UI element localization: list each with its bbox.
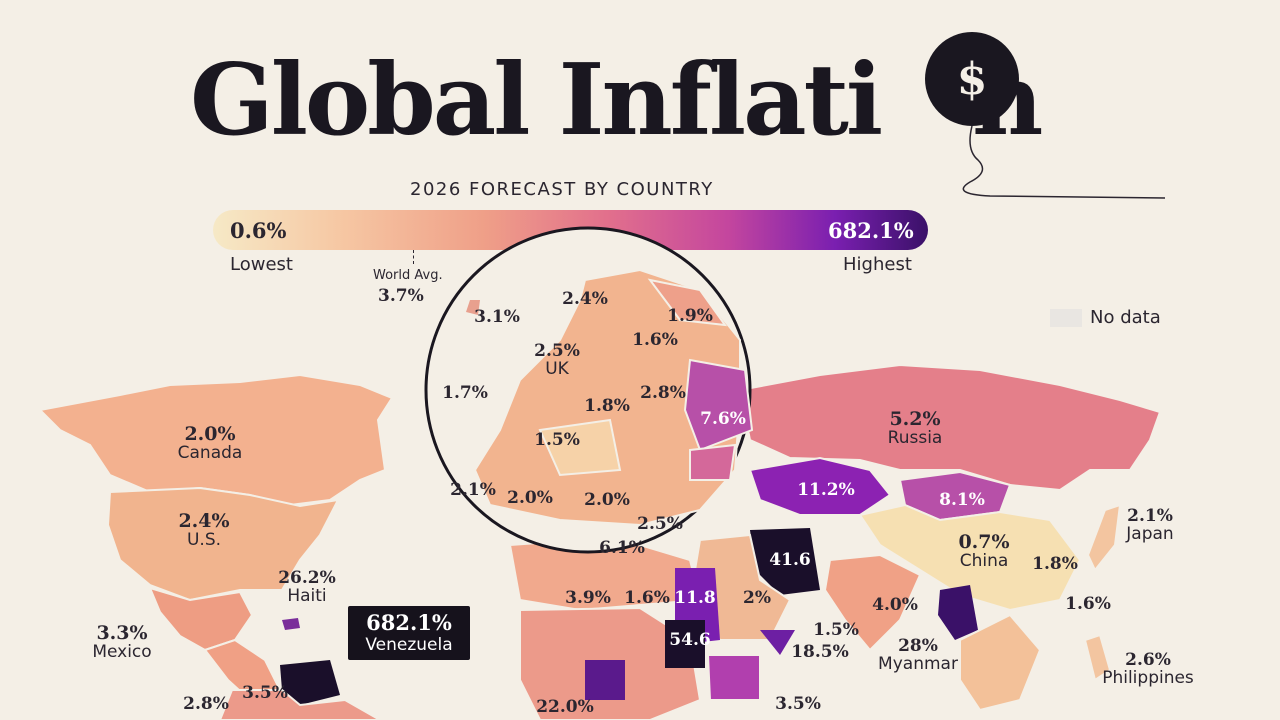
- map-label: 2.0%: [584, 490, 630, 510]
- map-label: 1.8%: [584, 396, 630, 416]
- map-label-myanmar: 28% Myanmar: [878, 636, 958, 674]
- nigeria-shape: [585, 660, 625, 700]
- scale-high-label: Highest: [843, 254, 912, 275]
- scale-low-value: 0.6%: [230, 218, 287, 243]
- us-shape: [106, 486, 340, 602]
- world-avg-marker: [413, 250, 414, 264]
- map-label: 2.1%: [450, 480, 496, 500]
- map-label: 54.6: [669, 630, 711, 650]
- map-label: 1.7%: [442, 383, 488, 403]
- south-sudan-shape: [665, 620, 705, 668]
- map-label: 3.5%: [775, 694, 821, 714]
- map-label: 11.8: [674, 588, 716, 608]
- myanmar-shape: [938, 585, 978, 640]
- map-label: 11.2%: [797, 480, 855, 500]
- map-label: 1.8%: [1032, 554, 1078, 574]
- page-title: Global Inflatin: [190, 52, 1043, 150]
- iran-shape: [750, 528, 820, 595]
- map-label: 1.6%: [632, 330, 678, 350]
- map-label-haiti: 26.2% Haiti: [278, 568, 336, 606]
- map-label: 2.4%: [562, 289, 608, 309]
- map-label: 8.1%: [939, 490, 985, 510]
- india-shape: [823, 553, 922, 652]
- south-america-shape: [218, 689, 383, 720]
- venezuela-shape: [280, 660, 340, 705]
- map-label: 1.5%: [813, 620, 859, 640]
- map-label: 18.5%: [791, 642, 849, 662]
- europe-inset-map: [466, 268, 754, 527]
- map-label-philippines: 2.6% Philippines: [1102, 650, 1194, 688]
- world-avg-label: World Avg.: [373, 268, 443, 283]
- ethiopia-shape: [706, 654, 761, 701]
- philippines-shape: [1083, 633, 1112, 682]
- canada-shape: [37, 373, 394, 507]
- map-label: 2.0%: [507, 488, 553, 508]
- scale-high-value: 682.1%: [828, 218, 914, 243]
- no-data-swatch: [1050, 309, 1082, 327]
- subtitle: 2026 FORECAST BY COUNTRY: [410, 179, 714, 200]
- map-label-mexico: 3.3% Mexico: [92, 622, 152, 662]
- map-label-us: 2.4% U.S.: [178, 510, 230, 550]
- map-label-japan: 2.1% Japan: [1126, 506, 1174, 544]
- southeast-asia-shape: [959, 613, 1042, 712]
- map-label: 3.5%: [242, 683, 288, 703]
- map-label: 7.6%: [700, 409, 746, 429]
- map-label: 1.6%: [1065, 594, 1111, 614]
- map-label: 4.0%: [872, 595, 918, 615]
- map-label: 22.0%: [536, 697, 594, 717]
- yemen-shape: [760, 630, 795, 655]
- dollar-symbol: $: [956, 53, 988, 105]
- map-label: 2%: [743, 588, 771, 608]
- russia-shape: [738, 363, 1162, 492]
- map-label: 2.5%: [637, 514, 683, 534]
- japan-shape: [1086, 503, 1122, 572]
- dollar-balloon-icon: $: [925, 32, 1019, 126]
- no-data-label: No data: [1090, 307, 1161, 328]
- map-label-canada: 2.0% Canada: [177, 423, 243, 463]
- map-label: 2.8%: [183, 694, 229, 714]
- map-label: 3.1%: [474, 307, 520, 327]
- map-label: 1.6%: [624, 588, 670, 608]
- kazakhstan-shape: [748, 456, 892, 516]
- venezuela-callout: 682.1% Venezuela: [348, 606, 470, 660]
- china-shape: [858, 503, 1082, 612]
- map-label: 2.8%: [640, 383, 686, 403]
- map-label: 6.1%: [599, 538, 645, 558]
- map-label: 41.6: [769, 550, 811, 570]
- map-label-russia: 5.2% Russia: [887, 408, 943, 448]
- scale-low-label: Lowest: [230, 254, 293, 275]
- world-avg-value: 3.7%: [378, 286, 424, 306]
- haiti-shape: [282, 618, 300, 630]
- map-label: 1.5%: [534, 430, 580, 450]
- map-label-uk: 2.5% UK: [534, 341, 580, 379]
- map-label-china: 0.7% China: [958, 531, 1010, 571]
- title-text: Global Inflati: [190, 43, 883, 158]
- map-label: 1.9%: [667, 306, 713, 326]
- map-label: 3.9%: [565, 588, 611, 608]
